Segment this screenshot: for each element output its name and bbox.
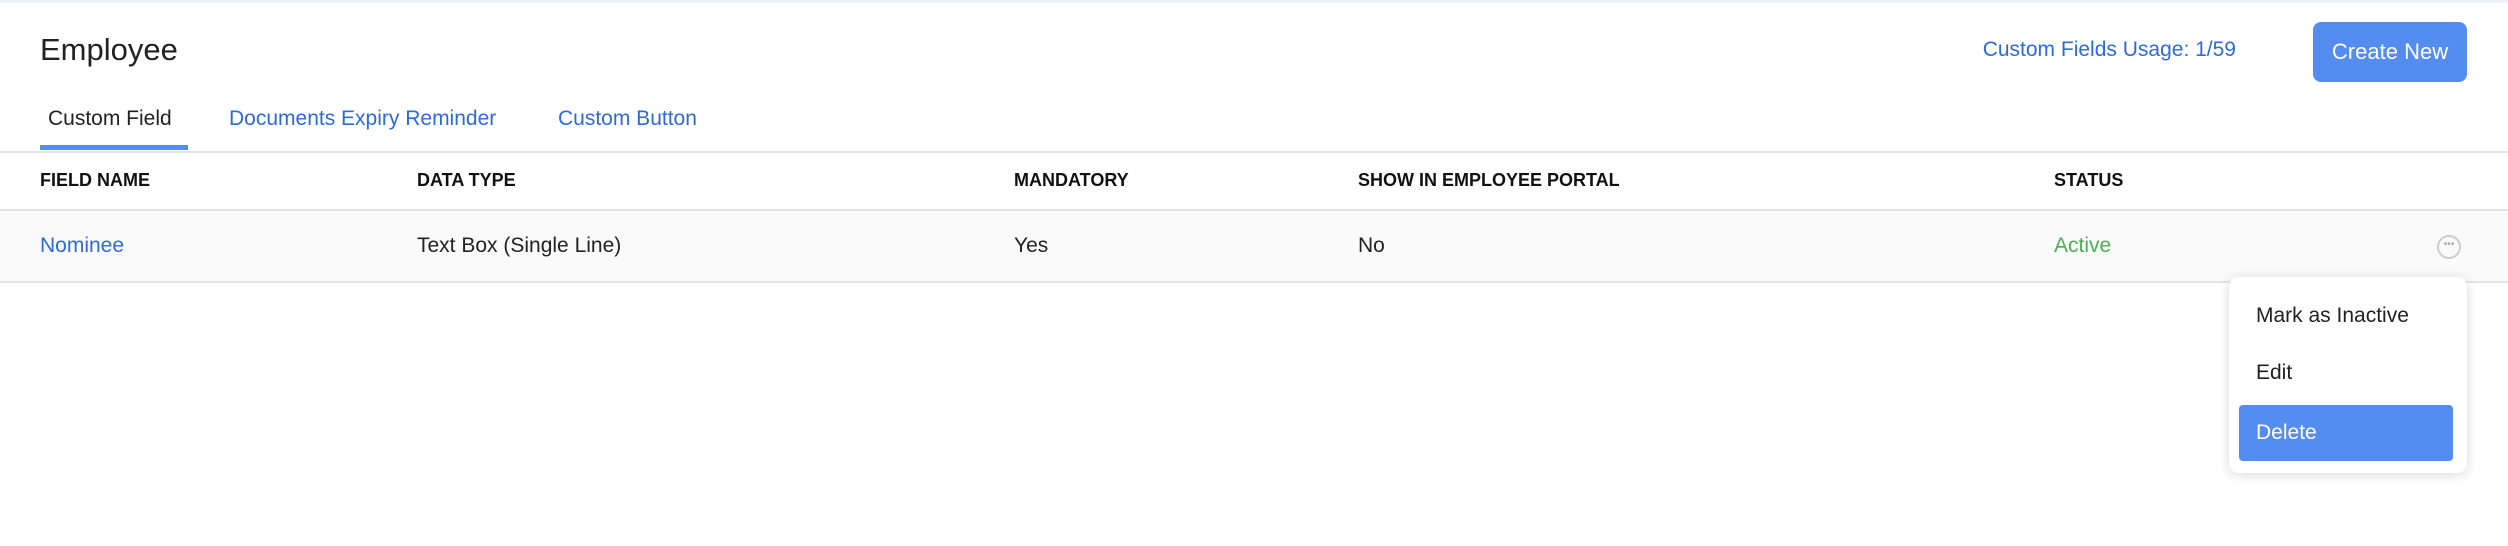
column-header-show-in-portal: SHOW IN EMPLOYEE PORTAL [1358,170,1620,190]
page-title: Employee [40,32,178,67]
tab-documents-expiry-reminder[interactable]: Documents Expiry Reminder [229,107,497,130]
ellipsis-circle-icon[interactable]: ••• [2437,235,2461,259]
tab-custom-field[interactable]: Custom Field [48,107,172,130]
row-actions-menu: Mark as Inactive Edit Delete [2229,277,2467,473]
top-border [0,0,2508,3]
field-name-link[interactable]: Nominee [40,234,125,257]
column-header-field-name: FIELD NAME [40,170,150,190]
column-header-mandatory: MANDATORY [1014,170,1129,190]
menu-item-mark-inactive[interactable]: Mark as Inactive [2256,304,2409,327]
tab-custom-button[interactable]: Custom Button [558,107,697,130]
column-header-status: STATUS [2054,170,2124,190]
divider [0,209,2508,211]
data-type-cell: Text Box (Single Line) [417,234,622,257]
menu-item-edit[interactable]: Edit [2256,361,2293,384]
mandatory-cell: Yes [1014,234,1049,257]
column-header-data-type: DATA TYPE [417,170,516,190]
status-badge: Active [2054,234,2112,257]
active-tab-indicator [40,145,188,150]
divider [0,281,2508,283]
divider [0,151,2508,153]
show-in-portal-cell: No [1358,234,1385,257]
menu-item-delete[interactable]: Delete [2239,405,2453,461]
table-row [0,211,2508,281]
create-new-button[interactable]: Create New [2313,22,2467,82]
custom-fields-usage-link[interactable]: Custom Fields Usage: 1/59 [1982,38,2236,61]
